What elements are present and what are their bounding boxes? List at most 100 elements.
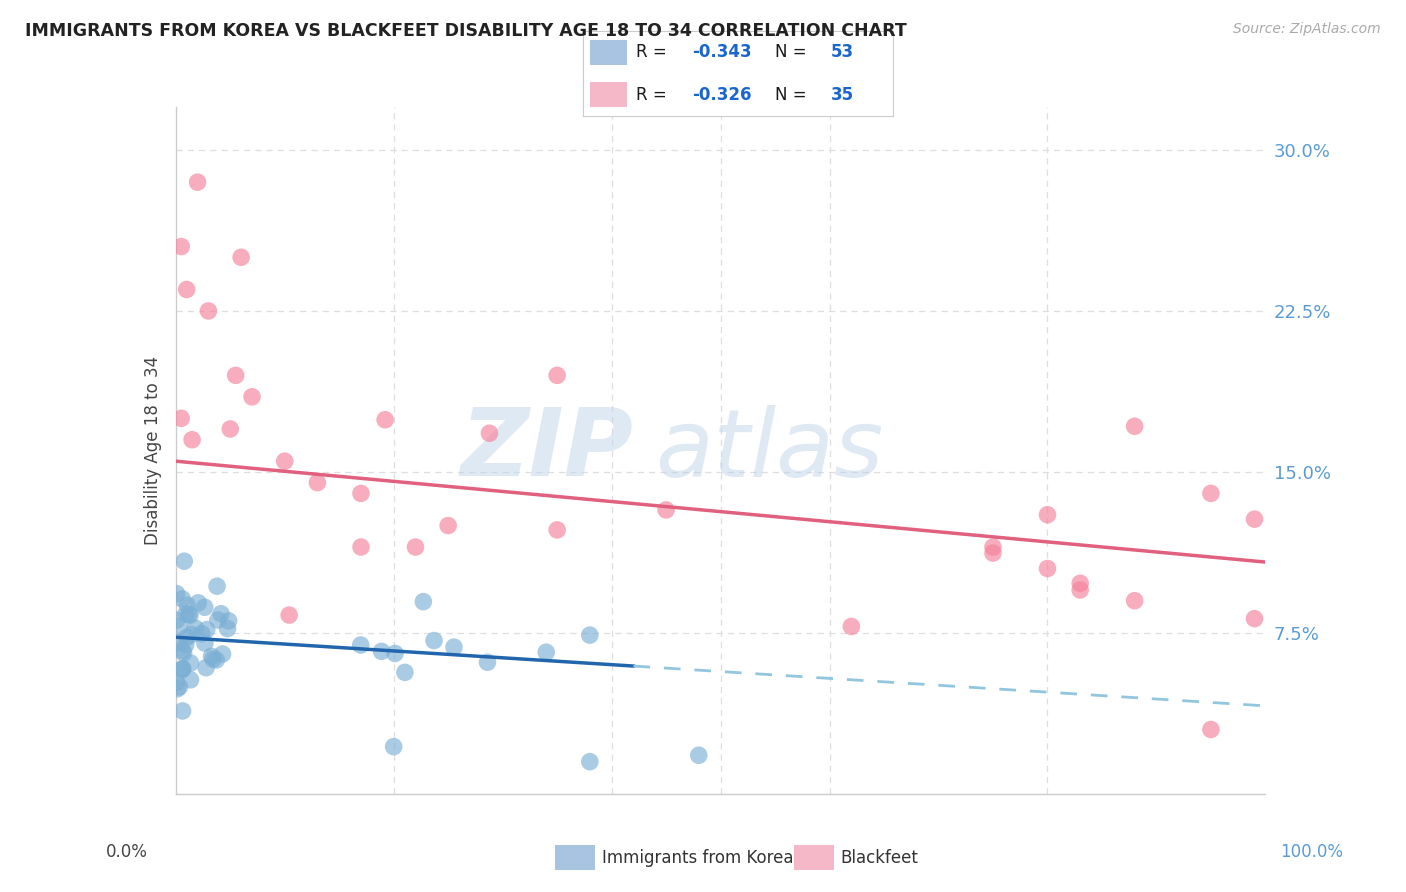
Point (350, 540, 373, 554)
Point (172, 643, 194, 657)
Point (205, 653, 228, 667)
Point (170, 239, 193, 253)
Point (1123, 419, 1146, 434)
Text: atlas: atlas (655, 405, 883, 496)
Point (179, 673, 201, 687)
Point (219, 422, 242, 436)
Point (184, 621, 207, 635)
Point (546, 523, 568, 537)
Point (274, 454, 297, 468)
Text: IMMIGRANTS FROM KOREA VS BLACKFEET DISABILITY AGE 18 TO 34 CORRELATION CHART: IMMIGRANTS FROM KOREA VS BLACKFEET DISAB… (25, 22, 907, 40)
Point (478, 426, 501, 441)
Point (278, 608, 301, 623)
Point (240, 390, 263, 404)
Point (217, 622, 239, 636)
Text: R =: R = (636, 86, 672, 103)
Point (981, 546, 1004, 560)
Point (394, 665, 416, 680)
Text: Source: ZipAtlas.com: Source: ZipAtlas.com (1233, 22, 1381, 37)
Point (405, 540, 427, 554)
Point (180, 656, 202, 670)
Point (211, 647, 233, 661)
Text: 35: 35 (831, 86, 853, 103)
Point (1069, 582, 1091, 597)
Point (477, 655, 499, 669)
Point (195, 661, 218, 675)
Point (437, 518, 460, 533)
Point (174, 607, 197, 621)
Point (579, 628, 602, 642)
Point (172, 662, 194, 676)
Text: Blackfeet: Blackfeet (841, 849, 918, 867)
Point (443, 640, 465, 654)
Point (307, 475, 329, 490)
Point (194, 600, 217, 615)
Point (374, 413, 396, 427)
FancyBboxPatch shape (589, 40, 627, 65)
Point (350, 486, 373, 500)
Point (350, 638, 373, 652)
Point (1199, 723, 1222, 737)
Text: 53: 53 (831, 44, 853, 62)
Point (1243, 512, 1265, 526)
Point (382, 739, 405, 754)
Point (166, 681, 188, 696)
Point (1123, 593, 1146, 607)
Point (688, 748, 710, 763)
Text: 0.0%: 0.0% (105, 843, 148, 861)
Point (1036, 561, 1059, 575)
Point (197, 304, 219, 318)
Point (190, 626, 212, 640)
Point (167, 635, 190, 649)
Point (384, 647, 406, 661)
Point (166, 675, 188, 690)
Point (655, 503, 678, 517)
Point (218, 614, 240, 628)
Y-axis label: Disability Age 18 to 34: Disability Age 18 to 34 (143, 356, 162, 545)
Point (166, 613, 188, 627)
Point (205, 579, 228, 593)
Point (1243, 612, 1265, 626)
Point (170, 663, 193, 677)
Point (225, 368, 247, 383)
Point (186, 175, 209, 189)
Text: R =: R = (636, 44, 672, 62)
Point (176, 283, 198, 297)
Text: ZIP: ZIP (461, 404, 633, 497)
Point (173, 646, 195, 660)
Point (546, 368, 568, 383)
Point (1036, 508, 1059, 522)
Point (174, 638, 197, 652)
Point (172, 591, 194, 606)
FancyBboxPatch shape (589, 82, 627, 108)
Point (1199, 486, 1222, 500)
Point (181, 433, 204, 447)
Point (534, 645, 557, 659)
Text: N =: N = (775, 44, 813, 62)
Point (180, 627, 202, 641)
Point (172, 662, 194, 676)
Point (841, 619, 863, 633)
Point (579, 755, 602, 769)
Point (200, 649, 222, 664)
Point (207, 613, 229, 627)
Point (170, 411, 193, 425)
Point (194, 636, 217, 650)
Point (202, 652, 225, 666)
Point (176, 598, 198, 612)
Point (177, 607, 200, 622)
Point (187, 596, 209, 610)
Point (166, 586, 188, 600)
Point (167, 619, 190, 633)
Point (981, 540, 1004, 554)
Point (169, 680, 191, 694)
Text: N =: N = (775, 86, 813, 103)
Text: 100.0%: 100.0% (1279, 843, 1343, 861)
Point (209, 607, 232, 621)
Point (423, 633, 446, 648)
Text: Immigrants from Korea: Immigrants from Korea (602, 849, 793, 867)
Point (412, 595, 434, 609)
Text: -0.326: -0.326 (692, 86, 751, 103)
Point (370, 644, 392, 658)
Point (195, 623, 218, 637)
